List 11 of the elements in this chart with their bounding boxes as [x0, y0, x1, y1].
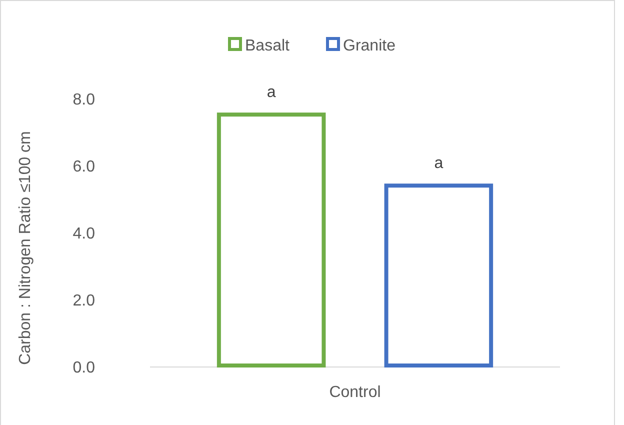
y-tick-label: 2.0 — [72, 292, 96, 310]
x-tick-label: Control — [329, 384, 381, 401]
y-axis-title: Carbon : Nitrogen Ratio ≤100 cm — [17, 131, 34, 365]
legend-label: Basalt — [245, 38, 290, 55]
y-tick-label: 0.0 — [72, 360, 96, 377]
y-tick-label: 6.0 — [72, 158, 96, 176]
y-tick-label: 4.0 — [72, 226, 96, 243]
data-label: a — [434, 155, 444, 172]
legend-label: Granite — [343, 38, 396, 55]
y-tick-label: 8.0 — [72, 92, 96, 109]
data-label: a — [266, 84, 276, 102]
